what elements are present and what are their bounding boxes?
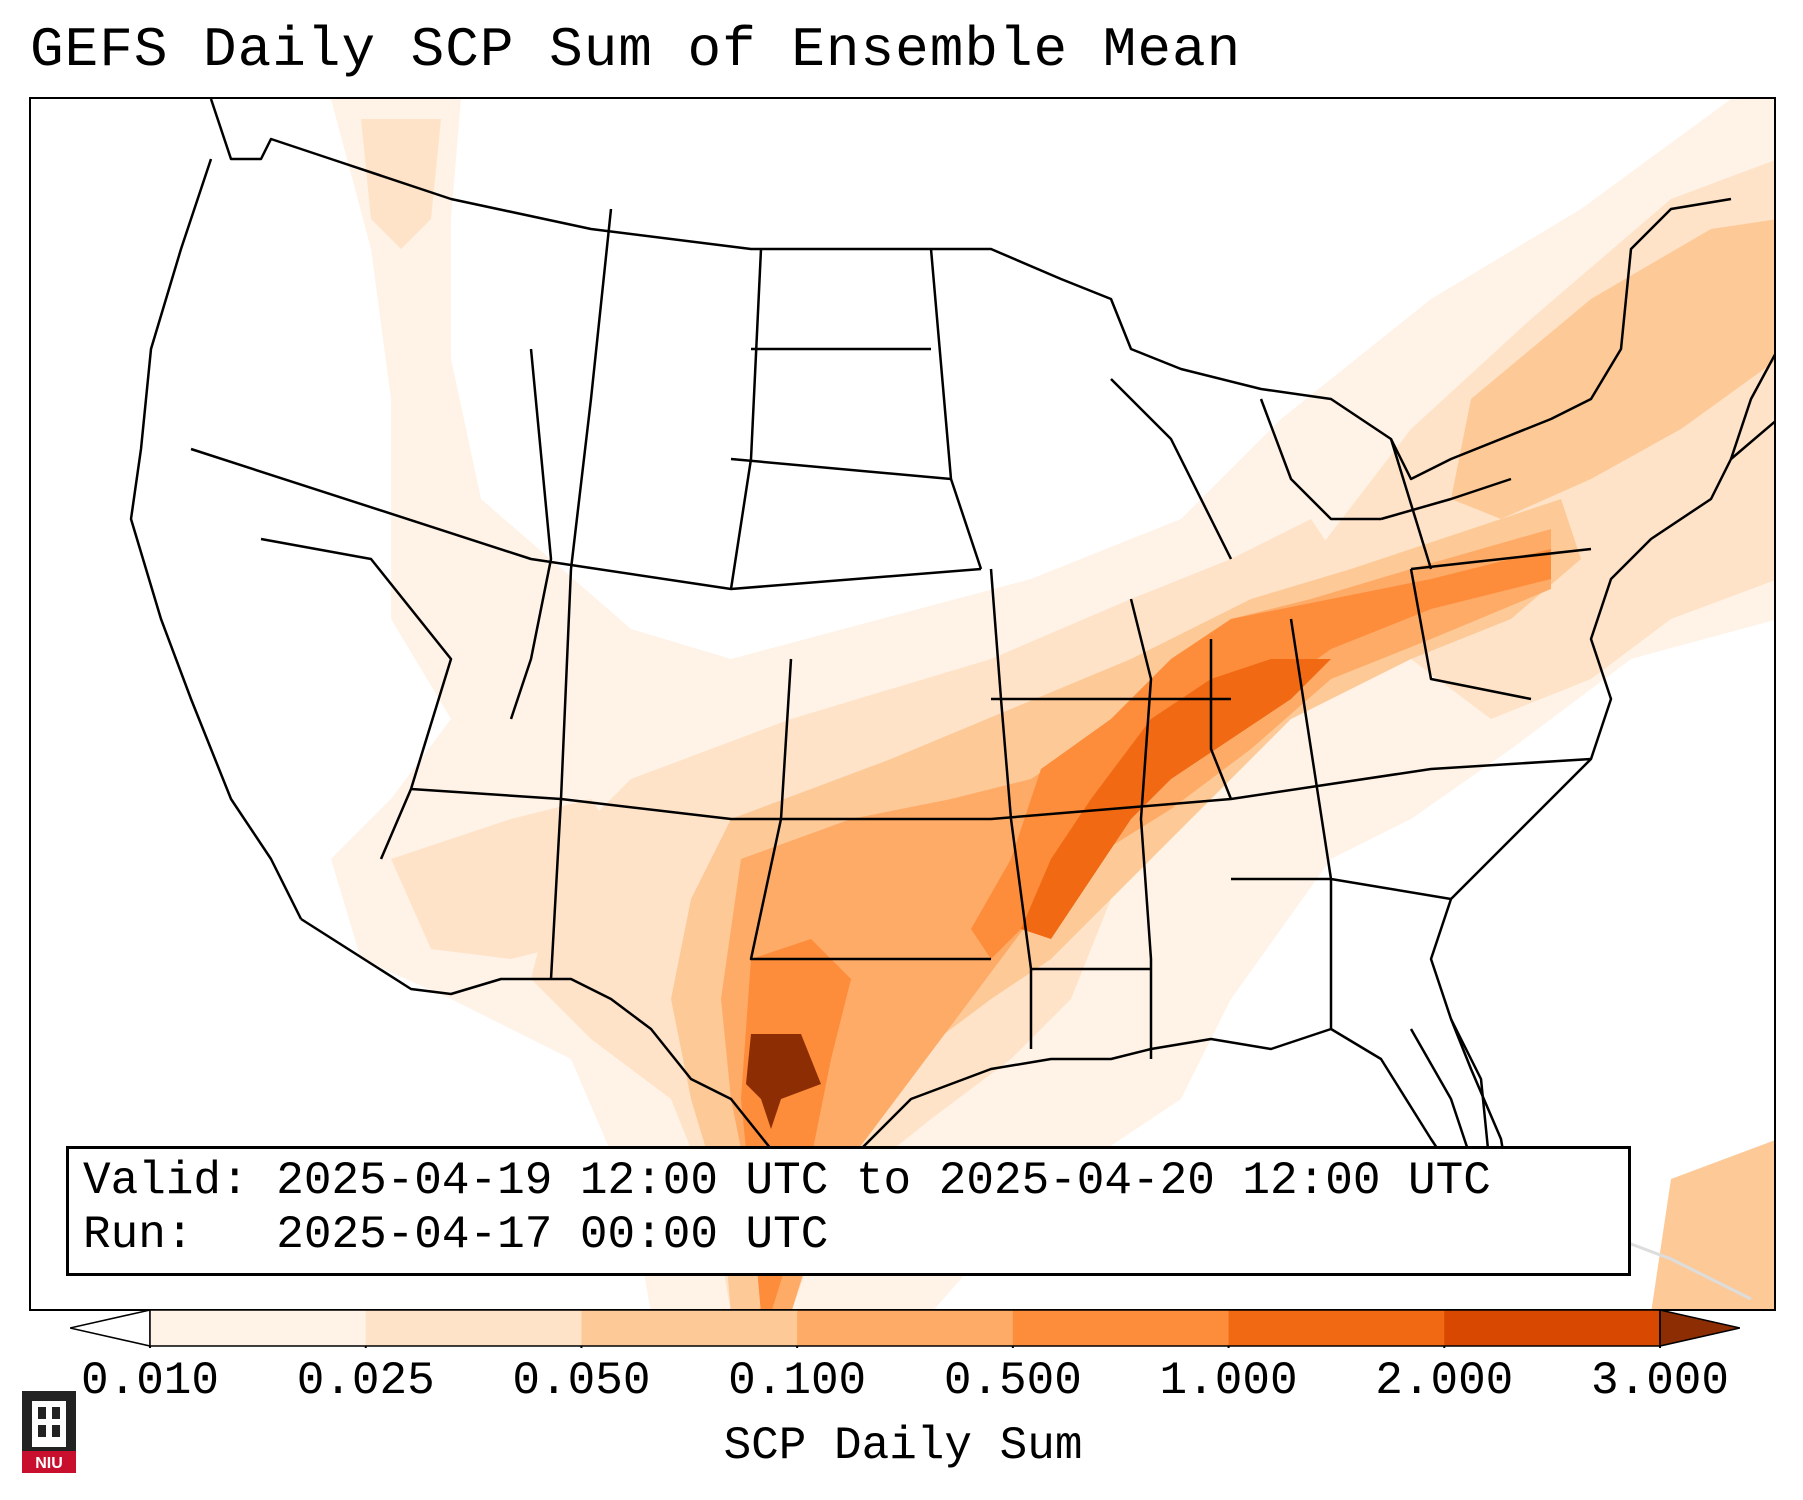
niu-logo: NIU: [22, 1391, 76, 1473]
state-line: [1289, 618, 1333, 1029]
chart-title: GEFS Daily SCP Sum of Ensemble Mean: [30, 18, 1242, 82]
colorbar-tick-label: 0.025: [296, 1355, 435, 1407]
state-line: [190, 447, 982, 591]
scp-map: [129, 99, 1774, 1309]
scp-shading: [331, 99, 1774, 1309]
state-line: [569, 208, 613, 570]
colorbar-tick-label: 3.000: [1590, 1355, 1730, 1407]
state-line: [729, 248, 763, 590]
colorbar-segment: [365, 1310, 582, 1346]
colorbar-tick-label: 0.500: [943, 1355, 1082, 1407]
colorbar-tick-label: 0.100: [728, 1355, 867, 1407]
great-lakes: [1110, 378, 1512, 560]
scp-field-light: [361, 119, 441, 249]
state-line: [989, 568, 1033, 1049]
colorbar-segment: [1228, 1310, 1445, 1346]
run-label: Run:: [83, 1209, 194, 1261]
run-value: 2025-04-17 00:00 UTC: [276, 1209, 829, 1261]
scp-field-max: [746, 1034, 821, 1129]
state-line: [1409, 568, 1532, 701]
state-line: [730, 457, 952, 481]
colorbar-segment: [150, 1310, 367, 1346]
colorbar: [70, 1309, 1740, 1348]
valid-run-info-box: Valid: 2025-04-19 12:00 UTC to 2025-04-2…: [66, 1146, 1631, 1276]
state-line: [1231, 877, 1452, 901]
colorbar-title: SCP Daily Sum: [723, 1420, 1083, 1472]
map-panel: [29, 97, 1776, 1311]
colorbar-segment: [797, 1310, 1014, 1346]
state-line: [1410, 547, 1592, 571]
colorbar-tick-label: 1.000: [1159, 1355, 1298, 1407]
state-line: [1389, 438, 1433, 570]
valid-value: 2025-04-19 12:00 UTC to 2025-04-20 12:00…: [276, 1155, 1491, 1207]
colorbar-tick-label: 0.010: [80, 1355, 220, 1407]
colorbar-outline: [149, 1309, 1661, 1347]
colorbar-extend-low: [70, 1309, 151, 1347]
scp-field-light-southwest: [391, 799, 631, 959]
logo-text: NIU: [35, 1455, 63, 1472]
colorbar-tick-label: 2.000: [1375, 1355, 1514, 1407]
valid-label: Valid:: [83, 1155, 249, 1207]
state-line: [1129, 598, 1153, 1059]
colorbar-tick-label: 0.050: [512, 1355, 651, 1407]
colorbar-segment: [1012, 1310, 1230, 1346]
gulf-coast: [839, 420, 1774, 1220]
state-line: [929, 248, 983, 570]
east-coast-north: [1729, 353, 1774, 460]
scp-field-darkorange: [1021, 659, 1331, 939]
colorbar-segment: [581, 1310, 798, 1346]
state-line: [509, 348, 553, 720]
colorbar-extend-high: [1659, 1309, 1740, 1347]
state-line: [260, 537, 453, 860]
canada-border: [209, 99, 1732, 481]
us-west-coast: [129, 158, 303, 920]
colorbar-segment: [1444, 1310, 1661, 1346]
scp-field-medium-northeast: [1451, 219, 1774, 519]
state-line: [549, 568, 573, 980]
state-line: [749, 658, 991, 961]
scp-field-light-caribbean: [1651, 1140, 1774, 1309]
state-line: [1209, 639, 1233, 800]
